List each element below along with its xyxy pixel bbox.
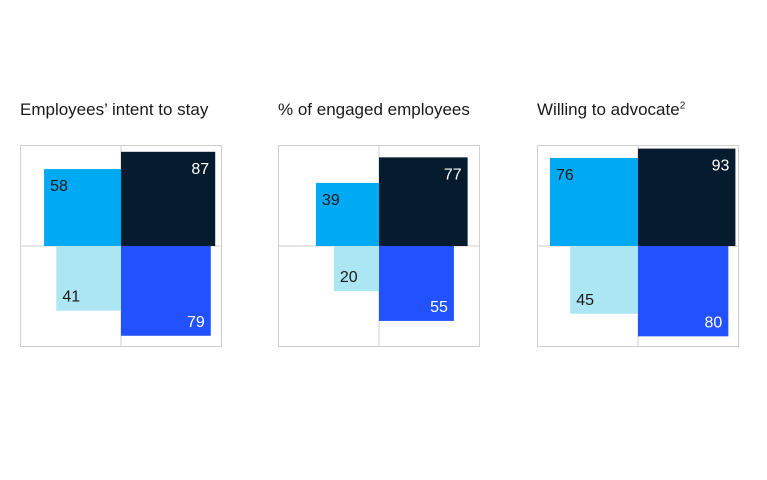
- bottom-right-square: [121, 246, 211, 336]
- chart-title-text: Employees’ intent to stay: [20, 100, 209, 119]
- chart-title: % of engaged employees: [278, 100, 470, 120]
- quadrant-chart: 39 77 20 55: [278, 145, 480, 347]
- top-right-square: [379, 157, 468, 246]
- chart-title-text: % of engaged employees: [278, 100, 470, 119]
- bottom-left-square: [56, 246, 121, 311]
- bottom-left-value-label: 41: [62, 289, 80, 306]
- bottom-right-value-label: 80: [705, 314, 723, 331]
- top-right-value-label: 77: [444, 166, 462, 183]
- top-left-value-label: 76: [556, 167, 574, 184]
- bottom-right-square: [638, 246, 729, 337]
- bottom-left-value-label: 20: [340, 269, 358, 286]
- chart-title: Employees’ intent to stay: [20, 100, 208, 120]
- top-right-value-label: 93: [712, 158, 730, 175]
- bottom-right-value-label: 79: [187, 314, 205, 331]
- footnote-marker: 2: [679, 100, 686, 112]
- quadrant-chart: 76 93 45 80: [537, 145, 739, 347]
- top-left-square: [315, 182, 379, 246]
- chart-title-text: Willing to advocate: [537, 100, 680, 119]
- bottom-left-value-label: 45: [576, 292, 594, 309]
- top-right-square: [638, 148, 736, 246]
- chart-title: Willing to advocate2: [537, 100, 685, 120]
- bottom-right-square: [379, 246, 454, 321]
- top-right-square: [121, 151, 216, 246]
- top-right-value-label: 87: [191, 161, 209, 178]
- bottom-right-value-label: 55: [430, 299, 448, 316]
- top-left-value-label: 39: [322, 192, 340, 209]
- bottom-left-square: [333, 246, 379, 292]
- top-left-square: [44, 169, 122, 246]
- bottom-left-square: [570, 246, 638, 314]
- top-left-square: [549, 157, 638, 246]
- quadrant-chart: 58 87 41 79: [20, 145, 222, 347]
- top-left-value-label: 58: [50, 178, 68, 195]
